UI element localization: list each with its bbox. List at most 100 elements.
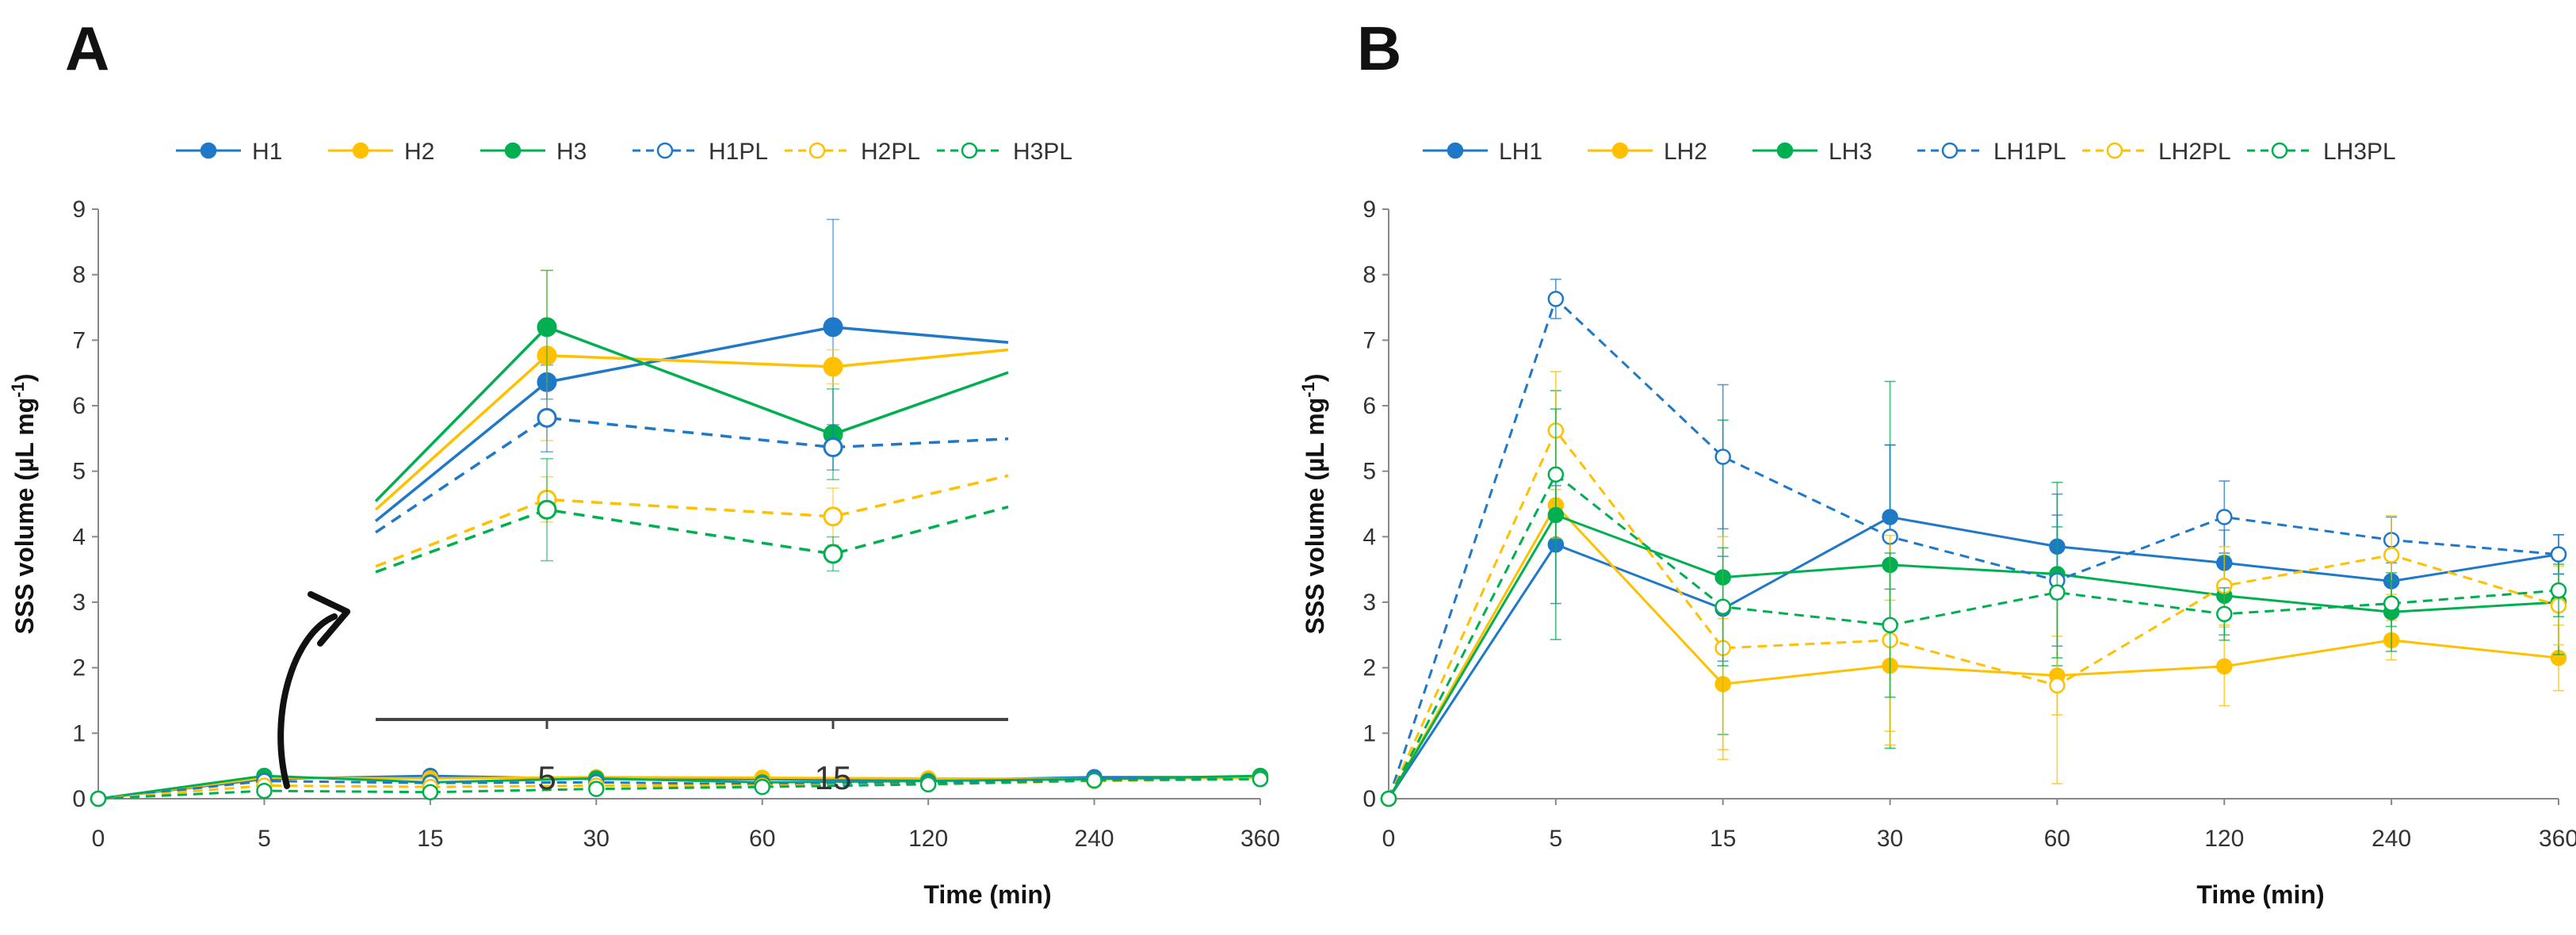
inset-series-line-h3pl [375,505,1009,574]
data-point-lh1pl [1547,291,1565,307]
inset-series-line-h1 [374,326,1009,522]
series-line-lh2 [1387,503,2559,800]
legend-swatch-marker [1941,142,1959,159]
legend-label-h2: H2 [404,139,434,165]
x-axis-label: Time (min) [923,880,1051,909]
y-tick-label-1: 1 [1363,720,1376,746]
x-tick-label-30: 30 [1877,826,1903,852]
series-line-lh2pl [1387,428,2559,800]
inset-series-line-h3 [374,325,1009,502]
inset-data-point-h2pl [823,506,843,527]
inset-series-line-h2pl [375,474,1009,568]
legend-entry-h2pl: H2PL [785,139,920,165]
series-line-lh1 [1387,515,2559,800]
legend-swatch-marker [808,142,826,159]
legend-label-lh3: LH3 [1829,139,1872,165]
legend-entry-lh1pl: LH1PL [1917,139,2066,165]
legend-entry-h1: H1 [176,139,282,165]
data-point-lh3pl [1714,598,1731,616]
y-tick-label-4: 4 [72,524,86,550]
panel-a-label: A [65,13,109,83]
y-axis-label-superscript: -1 [1298,382,1318,398]
legend-swatch-marker [1611,142,1629,159]
x-tick-label-0: 0 [1382,826,1396,852]
legend-entry-h2: H2 [328,139,434,165]
inset-data-point-h1pl [823,437,843,458]
y-axis-label-close: ) [10,373,39,382]
x-tick-label-15: 15 [1710,826,1736,852]
x-tick-label-15: 15 [417,826,443,852]
data-point-h3pl [256,782,273,800]
legend-entry-lh2: LH2 [1588,139,1707,165]
inset-data-point-h3pl [537,499,557,520]
legend-swatch-marker [1447,142,1464,159]
data-point-lh2 [2216,658,2233,675]
legend-label-lh1pl: LH1PL [1993,139,2066,165]
legend-entry-h3: H3 [480,139,587,165]
y-axis-label: SSS volume (µL mg-1) [1298,373,1329,634]
inset-data-point-h3 [537,317,557,338]
y-tick-label-2: 2 [72,655,86,681]
data-point-lh1pl [2550,546,2567,563]
x-tick-label-30: 30 [583,826,610,852]
panel-b-label: B [1357,13,1401,83]
legend-label-lh2pl: LH2PL [2158,139,2231,165]
inset-data-point-h1pl [537,407,557,428]
legend-entry-h3pl: H3PL [937,139,1072,165]
data-point-lh2pl [2383,547,2400,563]
series-line-lh3 [1387,513,2559,800]
series-lh3pl [1380,408,2567,807]
inset-data-point-h1 [823,317,843,338]
x-tick-label-240: 240 [1075,826,1114,852]
inset-series-h1pl [375,383,1009,534]
series-line-h1pl [97,777,1260,800]
series-lh2pl [1380,371,2567,807]
y-tick-label-5: 5 [72,459,86,485]
x-tick-label-360: 360 [1240,826,1280,852]
inset-series-h2pl [375,474,1009,568]
y-tick-label-0: 0 [1363,786,1376,812]
y-axis-label-close: ) [1301,373,1329,382]
inset-arrow [277,613,338,789]
data-point-lh1pl [1714,448,1731,465]
data-point-lh1pl [2216,509,2233,525]
legend-label-h1pl: H1PL [709,139,768,165]
x-tick-label-5: 5 [1550,826,1563,852]
y-tick-label-9: 9 [1363,197,1376,223]
y-tick-label-8: 8 [1363,262,1376,288]
x-axis-label: Time (min) [2196,880,2324,909]
x-tick-label-0: 0 [92,826,105,852]
legend-entry-lh3pl: LH3PL [2247,139,2396,165]
y-tick-label-6: 6 [1363,393,1376,419]
x-tick-label-360: 360 [2539,826,2576,852]
data-point-h3pl [1086,772,1103,789]
inset-tick-label-5: 5 [537,759,556,796]
inset-series-h3 [374,269,1009,502]
inset-series-line-h1pl [375,416,1009,534]
y-axis-label-main: SSS volume (µL mg [1301,398,1329,635]
series-line-lh3pl [1387,472,2559,800]
y-axis-label-main: SSS volume (µL mg [10,398,39,635]
inset-series-h1 [374,219,1009,522]
chart-panel-a: 0 1 2 3 4 5 6 7 8 9 0 5 15 30 60 120 240 360 Time (min) SSS… [8,139,1280,909]
legend-entry-h1pl: H1PL [633,139,768,165]
inset-magnified-view: 5 15 [277,219,1009,796]
legend-label-h1: H1 [252,139,282,165]
legend-label-h3pl: H3PL [1013,139,1072,165]
inset-data-point-h3pl [823,544,843,564]
legend-label-lh3pl: LH3PL [2323,139,2396,165]
inset-series-h2 [374,269,1009,511]
series-line-h3pl [97,777,1261,800]
x-tick-label-240: 240 [2372,826,2411,852]
y-tick-label-7: 7 [1363,327,1376,353]
x-tick-label-60: 60 [2044,826,2070,852]
y-tick-label-5: 5 [1363,459,1376,485]
inset-tick-label-15: 15 [815,759,852,796]
x-tick-label-120: 120 [908,826,948,852]
legend-label-lh1: LH1 [1499,139,1542,165]
y-tick-label-2: 2 [1363,655,1376,681]
legend-entry-lh1: LH1 [1423,139,1542,165]
y-axis-label-superscript: -1 [8,382,28,398]
legend-label-lh2: LH2 [1664,139,1707,165]
